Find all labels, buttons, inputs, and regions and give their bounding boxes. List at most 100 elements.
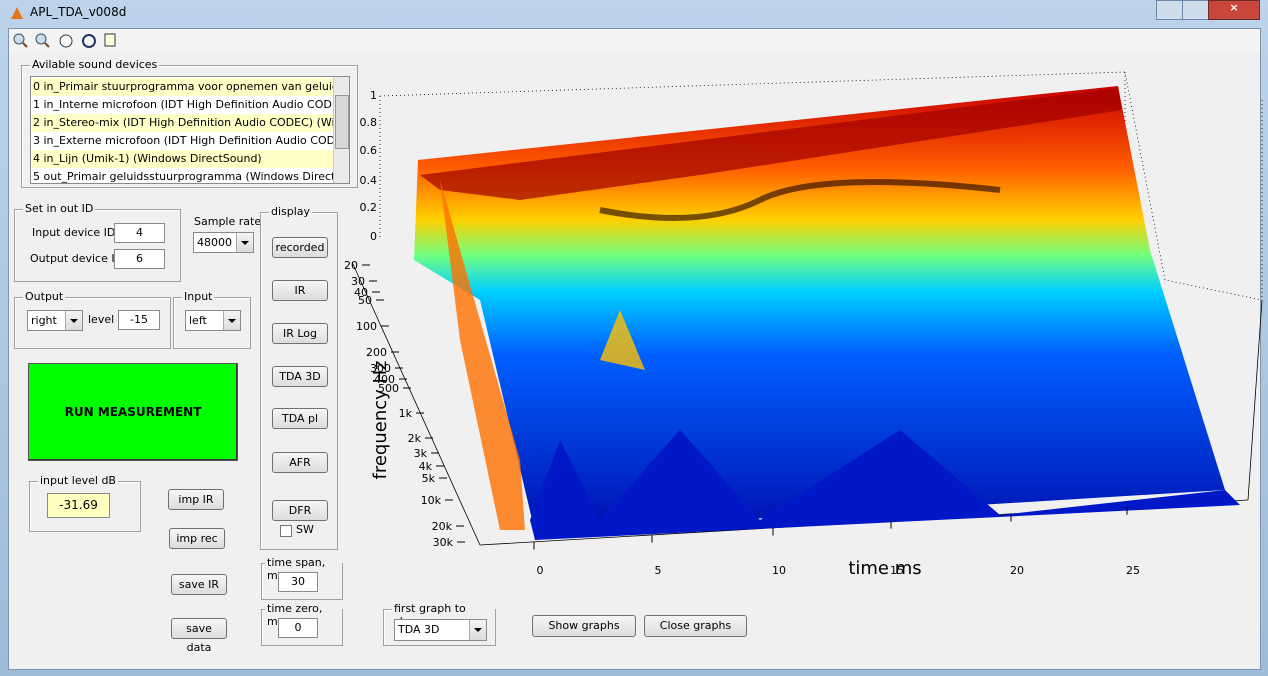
freq-tick-label: 30k [433, 536, 454, 549]
time-tick-label: 20 [1010, 564, 1024, 577]
freq-tick-label: 300 [370, 362, 391, 375]
pan[interactable] [59, 34, 73, 48]
run-button[interactable]: RUN MEASUREMENT [28, 363, 238, 461]
first-graph-panel: first graph to show TDA 3D [383, 602, 496, 646]
input-panel: Input left [173, 290, 251, 349]
time-span-field[interactable]: 30 [278, 572, 318, 592]
window-title: APL_TDA_v008d [30, 5, 127, 19]
label: Input device ID [32, 226, 116, 239]
output-panel: Output right level -15 [14, 290, 171, 349]
dropdown-value: left [189, 314, 207, 327]
freq-tick-label: 100 [356, 320, 377, 333]
scroll-thumb[interactable] [335, 95, 349, 149]
zoom-out[interactable] [35, 33, 50, 48]
action-button[interactable]: imp IR [168, 489, 224, 510]
level-field[interactable]: -15 [118, 310, 160, 330]
display-button[interactable]: TDA 3D [272, 366, 328, 387]
freq-tick-label: 20k [432, 520, 453, 533]
rotate[interactable] [82, 34, 96, 48]
show-graphs-button[interactable]: Show graphs [532, 615, 636, 637]
toolbar [9, 29, 1260, 53]
time-tick-label: 0 [537, 564, 544, 577]
data-cursor[interactable] [104, 33, 116, 47]
action-button[interactable]: save IR [171, 574, 227, 595]
freq-tick-label: 40 [354, 286, 368, 299]
panel-title: Avilable sound devices [30, 58, 160, 71]
scrollbar[interactable] [333, 77, 349, 183]
freq-tick-label: 1k [399, 407, 413, 420]
display-button[interactable]: recorded [272, 237, 328, 258]
panel-title: display [269, 205, 313, 218]
device-list[interactable]: 0 in_Primair stuurprogramma voor opnemen… [30, 76, 350, 184]
time-zero-panel: time zero, ms 0 [261, 602, 343, 646]
toolbar-icons [13, 33, 116, 48]
time-tick-label: 10 [772, 564, 786, 577]
time-span-panel: time span, ms 30 [261, 556, 343, 600]
time-tick-label: 5 [655, 564, 662, 577]
close-button[interactable]: × [1208, 0, 1260, 20]
display-button[interactable]: AFR [272, 452, 328, 473]
device-item[interactable]: 4 in_Lijn (Umik-1) (Windows DirectSound) [31, 150, 333, 168]
output-id-field[interactable]: 6 [114, 249, 165, 269]
freq-tick-label: 200 [366, 346, 387, 359]
dropdown-value: 48000 [197, 236, 232, 249]
device-item[interactable]: 1 in_Interne microfoon (IDT High Definit… [31, 96, 333, 114]
devices-panel: Avilable sound devices 0 in_Primair stuu… [21, 58, 358, 188]
zoom-in[interactable] [13, 33, 28, 48]
z-tick-label: 0.4 [360, 174, 378, 187]
dropdown-value: right [31, 314, 57, 327]
set-io-panel: Set in out ID Input device ID 4 Output d… [14, 202, 181, 282]
z-ticks: 0 0.2 0.4 0.6 0.8 1 [360, 89, 378, 243]
z-tick-label: 0 [370, 230, 377, 243]
display-button[interactable]: IR Log [272, 323, 328, 344]
panel-title: Output [23, 290, 66, 303]
freq-tick-label: 50 [358, 294, 372, 307]
window-controls: × [1156, 0, 1260, 20]
checkbox-label: SW [296, 523, 314, 536]
panel-title: input level dB [38, 474, 118, 487]
action-button[interactable]: save data [171, 618, 227, 654]
device-item[interactable]: 5 out_Primair geluidsstuurprogramma (Win… [31, 168, 333, 183]
z-tick-label: 0.6 [360, 144, 378, 157]
freq-tick-label: 30 [351, 275, 365, 288]
label: level [88, 313, 115, 326]
time-tick-label: 15 [890, 564, 904, 577]
input-level-panel: input level dB -31.69 [29, 474, 141, 532]
checkbox[interactable] [280, 525, 292, 537]
time-ticks: 0 5 10 15 20 25 [533, 506, 1140, 577]
freq-tick-label: 500 [378, 382, 399, 395]
label: Output device ID [30, 252, 124, 265]
device-item[interactable]: 3 in_Externe microfoon (IDT High Definit… [31, 132, 333, 150]
input-level-value: -31.69 [47, 493, 110, 518]
display-panel: display recorded IR IR Log TDA 3D TDA pl AFR D… [260, 205, 338, 550]
time-zero-field[interactable]: 0 [278, 618, 318, 638]
freq-tick-label: 400 [374, 373, 395, 386]
display-button[interactable]: DFR [272, 500, 328, 521]
freq-tick-label: 2k [408, 432, 422, 445]
display-button[interactable]: IR [272, 280, 328, 301]
device-item[interactable]: 2 in_Stereo-mix (IDT High Definition Aud… [31, 114, 333, 132]
z-tick-label: 1 [370, 89, 377, 102]
freq-tick-label: 4k [419, 460, 433, 473]
action-button[interactable]: imp rec [169, 528, 225, 549]
label: Sample rate [194, 215, 262, 228]
freq-tick-label: 3k [414, 447, 428, 460]
z-tick-label: 0.2 [360, 201, 378, 214]
freq-tick-label: 20 [344, 259, 358, 272]
z-tick-label: 0.8 [360, 116, 378, 129]
output-channel-dropdown[interactable]: right [27, 310, 83, 331]
close-graphs-button[interactable]: Close graphs [644, 615, 747, 637]
first-graph-dropdown[interactable]: TDA 3D [394, 619, 487, 641]
sample-rate-dropdown[interactable]: 48000 [193, 232, 254, 253]
dropdown-value: TDA 3D [398, 623, 440, 636]
display-button[interactable]: TDA pl [272, 408, 328, 429]
input-channel-dropdown[interactable]: left [185, 310, 241, 331]
device-item[interactable]: 0 in_Primair stuurprogramma voor opnemen… [31, 78, 333, 96]
input-id-field[interactable]: 4 [114, 223, 165, 243]
time-tick-label: 25 [1126, 564, 1140, 577]
y-axis-label: frequency Hz [370, 361, 391, 480]
surface [414, 86, 1240, 540]
